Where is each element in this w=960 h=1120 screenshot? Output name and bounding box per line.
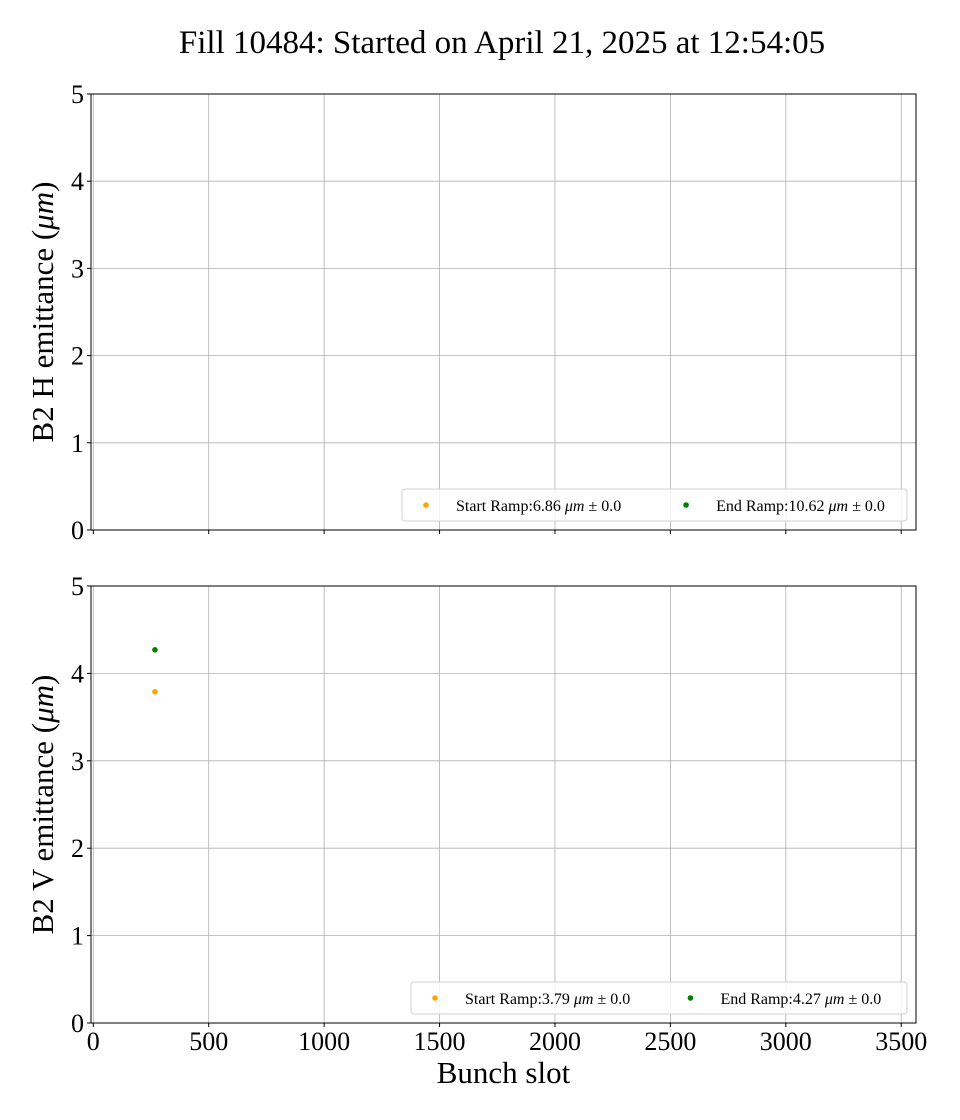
y-tick-label: 4 bbox=[71, 659, 84, 688]
plot-frame bbox=[90, 585, 917, 1024]
figure-title: Fill 10484: Started on April 21, 2025 at… bbox=[179, 25, 825, 61]
y-tick-label: 1 bbox=[71, 922, 84, 951]
legend-marker bbox=[423, 502, 429, 508]
legend-box bbox=[410, 981, 908, 1015]
y-axis-label: B2 H emittance (μm) bbox=[25, 182, 60, 443]
y-tick-label: 1 bbox=[71, 429, 84, 458]
legend-entry-label: End Ramp:4.27 μm ± 0.0 bbox=[720, 991, 881, 1008]
y-tick-label: 0 bbox=[71, 1009, 84, 1038]
y-tick-label: 2 bbox=[71, 342, 84, 371]
data-point-start-ramp bbox=[152, 688, 158, 695]
y-tick-label: 4 bbox=[71, 167, 84, 196]
x-tick-label: 2000 bbox=[529, 1027, 581, 1056]
x-tick-label: 0 bbox=[87, 1027, 100, 1056]
chart-panel-1: 0 1 2 3 4 5 B2 H emittance (μm) Start Ramp:6.86… bbox=[25, 80, 917, 545]
y-tick-label: 3 bbox=[71, 254, 84, 283]
legend-box bbox=[401, 488, 908, 522]
legend-marker bbox=[683, 502, 689, 508]
x-tick-label: 1500 bbox=[414, 1027, 466, 1056]
x-tick-label: 1000 bbox=[298, 1027, 350, 1056]
legend-marker bbox=[687, 995, 694, 1001]
legend-entry-label: End Ramp:10.62 μm ± 0.0 bbox=[716, 498, 885, 515]
x-tick-label: 3500 bbox=[875, 1027, 927, 1056]
x-tick-label: 3000 bbox=[760, 1027, 812, 1056]
y-tick-label: 2 bbox=[71, 834, 84, 863]
x-tick-label: 2500 bbox=[644, 1027, 696, 1056]
legend-marker bbox=[432, 995, 438, 1001]
y-tick-label: 5 bbox=[71, 80, 84, 109]
data-point-end-ramp bbox=[152, 647, 158, 653]
chart-panel-2: 0 500 1000 1500 2000 2500 3000 3500 0 1 2 3 4 5 B2 V e… bbox=[25, 572, 927, 1090]
x-axis-label: Bunch slot bbox=[437, 1055, 571, 1090]
y-tick-label: 3 bbox=[71, 747, 84, 776]
legend-entry-label: Start Ramp:6.86 μm ± 0.0 bbox=[456, 498, 621, 515]
x-tick-label: 500 bbox=[189, 1027, 228, 1056]
y-tick-label: 5 bbox=[71, 572, 84, 601]
plot-frame bbox=[90, 93, 917, 531]
y-axis-label: B2 V emittance (μm) bbox=[25, 675, 60, 935]
legend-entry-label: Start Ramp:3.79 μm ± 0.0 bbox=[465, 991, 630, 1008]
y-tick-label: 0 bbox=[71, 516, 84, 545]
